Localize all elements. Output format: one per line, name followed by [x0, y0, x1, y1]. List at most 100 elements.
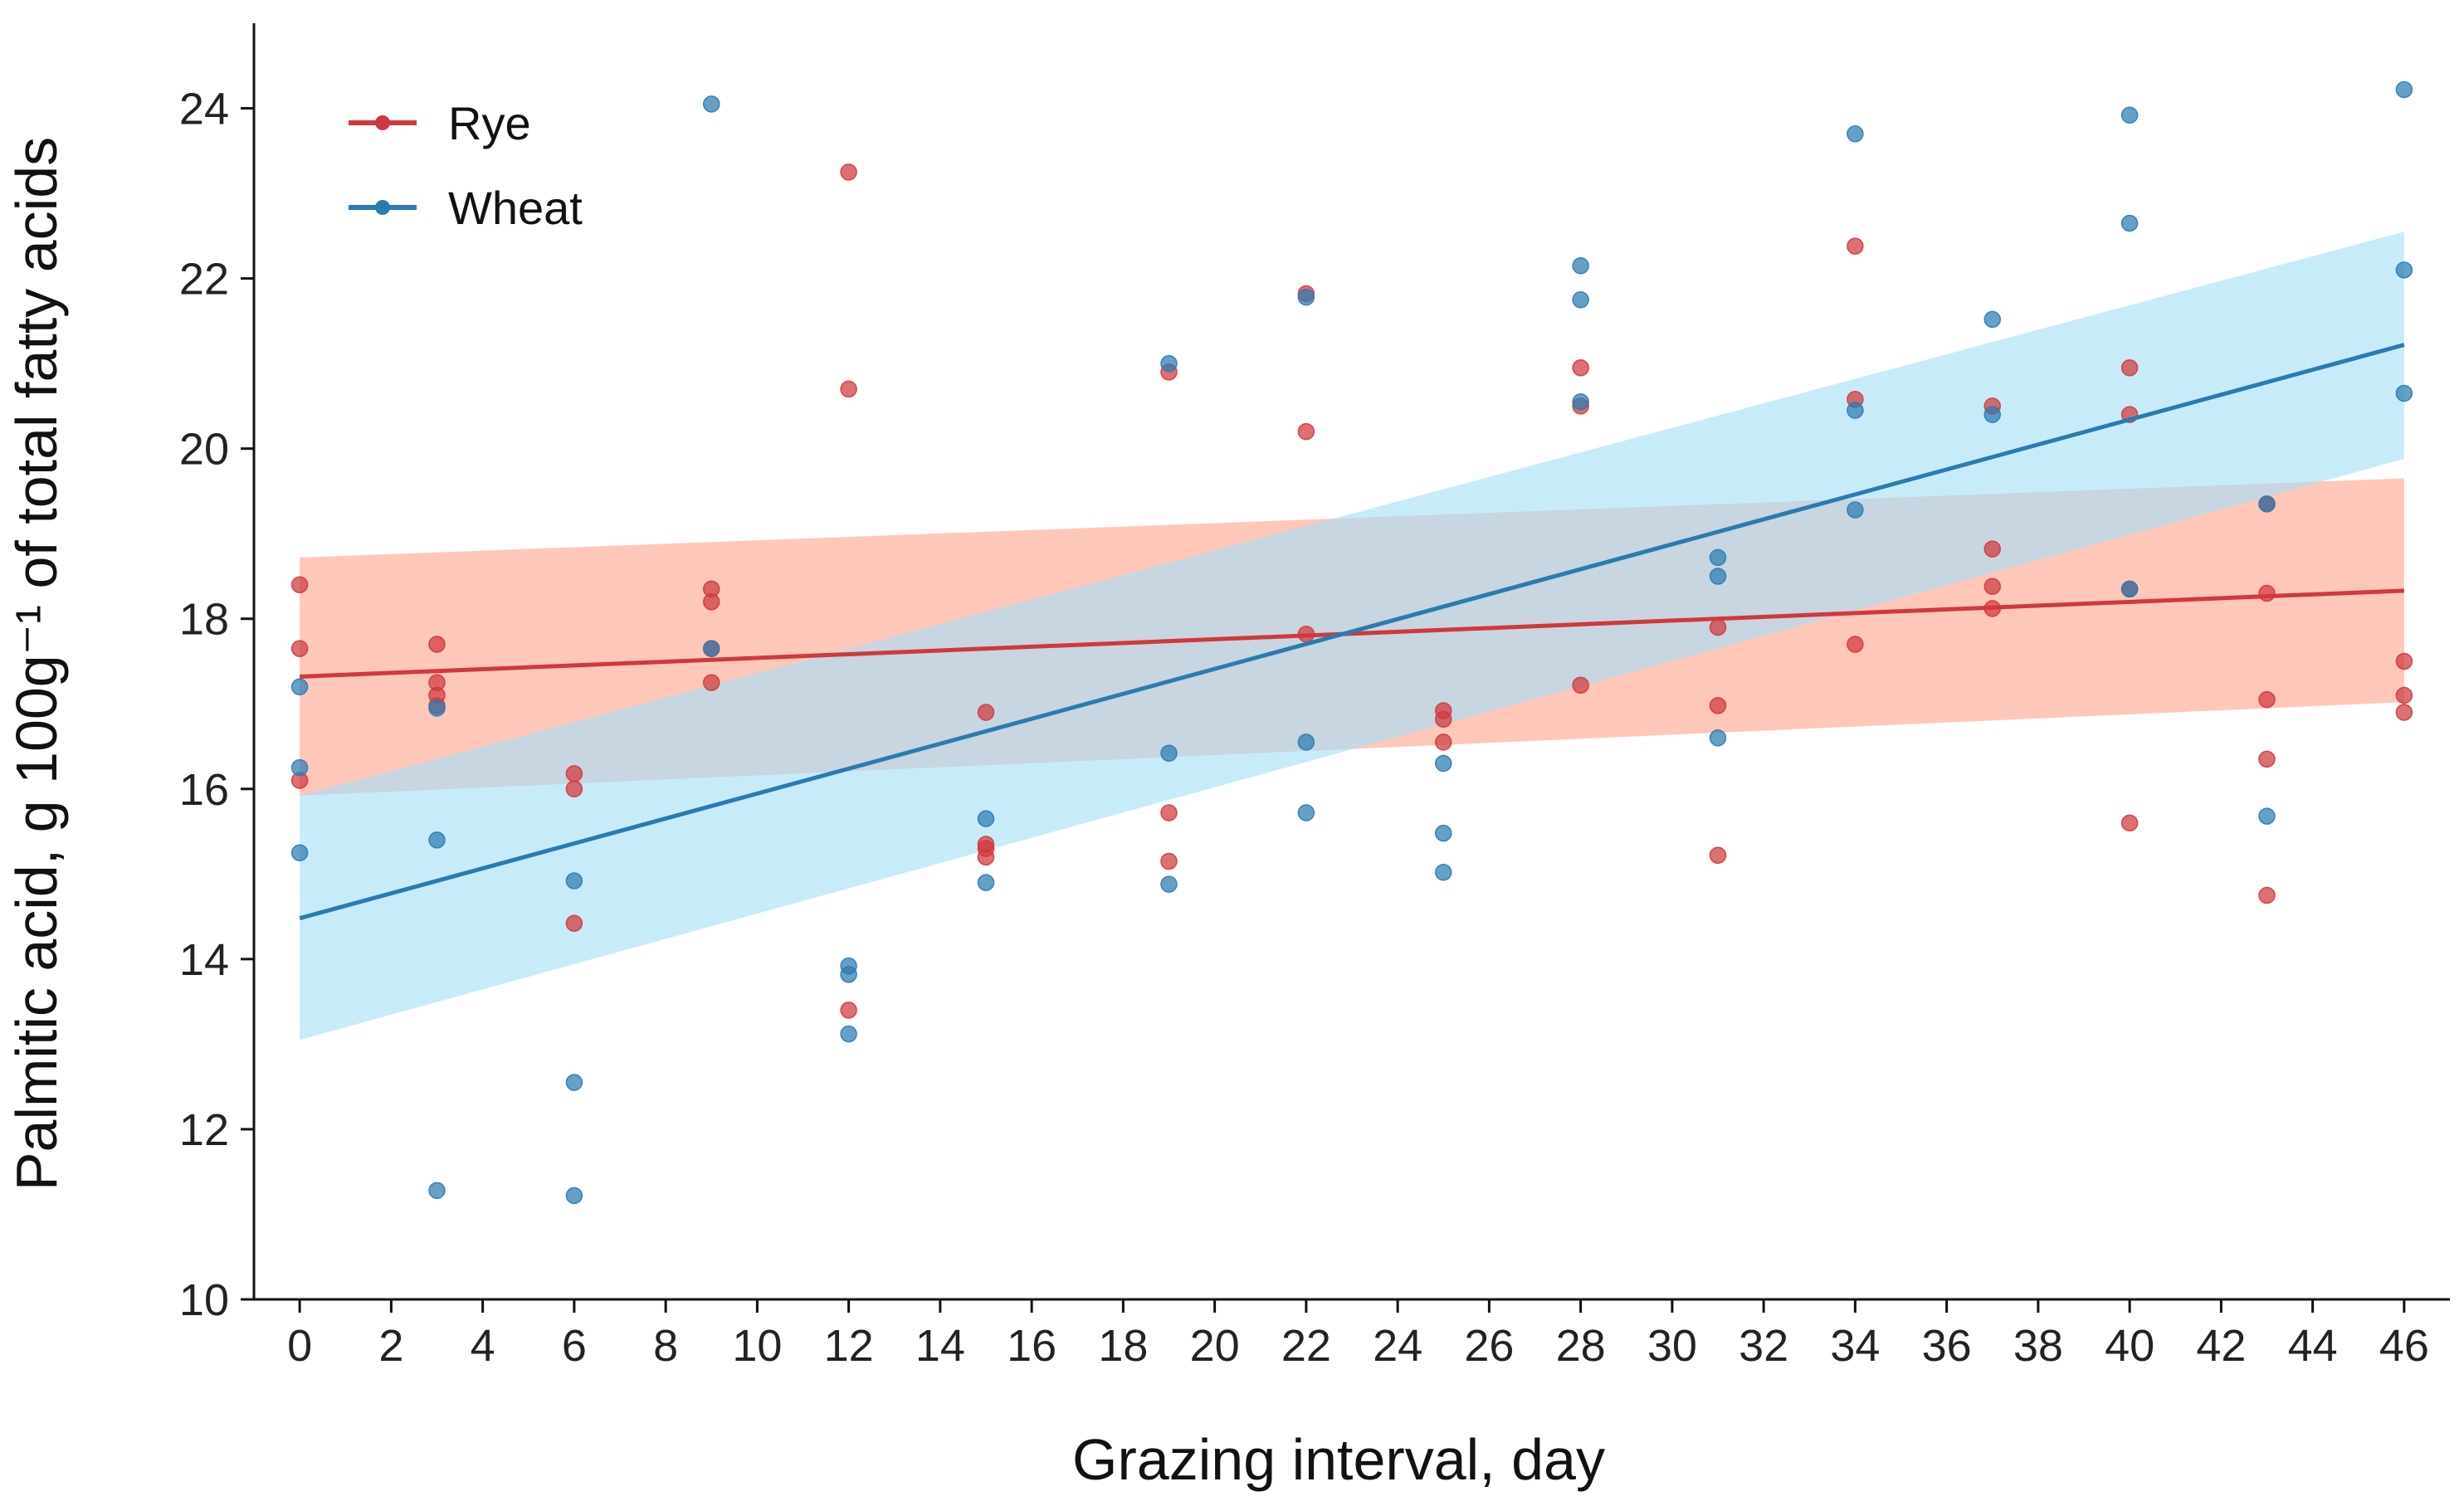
wheat-point: [2395, 384, 2413, 402]
rye-point: [1709, 618, 1727, 636]
wheat-point: [1297, 288, 1315, 306]
x-tick-label: 6: [562, 1321, 587, 1371]
y-tick-label: 14: [179, 935, 229, 985]
wheat-point: [1572, 256, 1589, 275]
rye-point: [1847, 237, 1864, 255]
x-tick-label: 4: [471, 1321, 495, 1371]
rye-point: [703, 592, 720, 611]
wheat-point: [1435, 754, 1452, 772]
wheat-point: [290, 758, 309, 777]
wheat-point: [1983, 406, 2001, 423]
wheat-point: [428, 699, 446, 717]
x-tick-label: 22: [1281, 1321, 1331, 1371]
wheat-point: [1847, 501, 1864, 519]
rye-point: [565, 914, 583, 933]
wheat-point: [1847, 125, 1864, 143]
rye-point: [290, 640, 309, 657]
rye-point: [1983, 578, 2001, 596]
wheat-point: [1847, 402, 1864, 419]
rye-point: [2120, 814, 2139, 832]
wheat-point: [1160, 354, 1178, 373]
rye-point: [2395, 686, 2413, 704]
wheat-point: [1572, 393, 1589, 411]
x-tick-label: 12: [824, 1321, 874, 1371]
y-tick-label: 22: [179, 255, 229, 305]
rye-point: [1983, 540, 2001, 558]
rye-point: [840, 1002, 857, 1019]
rye-point: [2258, 690, 2276, 709]
y-tick-label: 18: [179, 595, 229, 645]
wheat-point: [1160, 875, 1178, 893]
rye-point: [1435, 710, 1452, 728]
wheat-point: [1435, 824, 1452, 842]
rye-legend-label: Rye: [448, 97, 531, 149]
confidence-bands: [300, 232, 2404, 1041]
rye-point: [1709, 697, 1727, 714]
x-tick-label: 24: [1373, 1321, 1422, 1371]
wheat-point: [2258, 807, 2276, 825]
wheat-legend-label: Wheat: [448, 182, 583, 234]
axes: 0 2 4 6 8 10 12 14 16 18 20 22 24 26 28 30 32 34 36 38 40 42 4…: [179, 23, 2450, 1371]
y-axis-title: Palmitic acid, g 100g⁻¹ of total fatty a…: [4, 137, 69, 1191]
data-points: [290, 80, 2413, 1205]
rye-point: [428, 636, 446, 653]
rye-point: [1297, 422, 1315, 441]
wheat-point: [2120, 214, 2139, 232]
y-tick-label: 10: [179, 1275, 229, 1325]
wheat-point: [2395, 261, 2413, 279]
wheat-point: [2258, 495, 2276, 513]
y-tick-label: 20: [179, 425, 229, 475]
x-tick-label: 28: [1556, 1321, 1606, 1371]
rye-point: [2258, 750, 2276, 768]
x-tick-label: 40: [2105, 1321, 2154, 1371]
wheat-point: [1297, 804, 1315, 821]
rye-point: [1847, 636, 1864, 653]
rye-point: [565, 780, 583, 798]
rye-point: [1435, 734, 1452, 751]
rye-point: [1160, 852, 1178, 870]
wheat-point: [703, 640, 720, 657]
x-tick-label: 34: [1830, 1321, 1880, 1371]
wheat-point: [2120, 580, 2139, 598]
x-tick-label: 30: [1647, 1321, 1697, 1371]
rye-point: [703, 674, 720, 691]
x-tick-label: 42: [2196, 1321, 2246, 1371]
rye-point: [1572, 676, 1589, 694]
wheat-point: [428, 1182, 446, 1200]
wheat-point: [1297, 734, 1315, 751]
rye-point: [2395, 704, 2413, 721]
x-tick-label: 16: [1007, 1321, 1056, 1371]
rye-point: [1572, 359, 1589, 377]
wheat-point: [977, 810, 995, 827]
rye-legend-marker: [375, 115, 390, 130]
wheat-point: [290, 678, 309, 696]
trend-lines: [299, 343, 2405, 921]
x-tick-label: 36: [1922, 1321, 1972, 1371]
wheat-point: [1983, 310, 2001, 329]
rye-point: [977, 848, 995, 866]
wheat-point: [840, 1025, 857, 1043]
wheat-trend-line: [299, 343, 2405, 921]
x-tick-label: 0: [287, 1321, 312, 1371]
wheat-point: [1435, 864, 1452, 881]
x-tick-label: 38: [2013, 1321, 2063, 1371]
x-tick-label: 44: [2288, 1321, 2338, 1371]
x-tick-label: 32: [1739, 1321, 1788, 1371]
x-tick-label: 2: [378, 1321, 403, 1371]
rye-point: [840, 163, 857, 181]
wheat-point: [565, 1187, 583, 1205]
wheat-point: [977, 874, 995, 891]
wheat-point: [2395, 80, 2413, 99]
legend: Rye Wheat: [349, 97, 583, 234]
x-tick-label: 8: [653, 1321, 678, 1371]
wheat-point: [428, 831, 446, 849]
wheat-point: [1709, 568, 1727, 585]
rye-point: [565, 765, 583, 782]
x-tick-label: 20: [1190, 1321, 1240, 1371]
wheat-point: [2120, 106, 2139, 124]
wheat-legend-marker: [375, 200, 390, 215]
x-tick-label: 10: [732, 1321, 782, 1371]
wheat-confidence-band: [300, 232, 2404, 1041]
rye-point: [290, 576, 309, 593]
